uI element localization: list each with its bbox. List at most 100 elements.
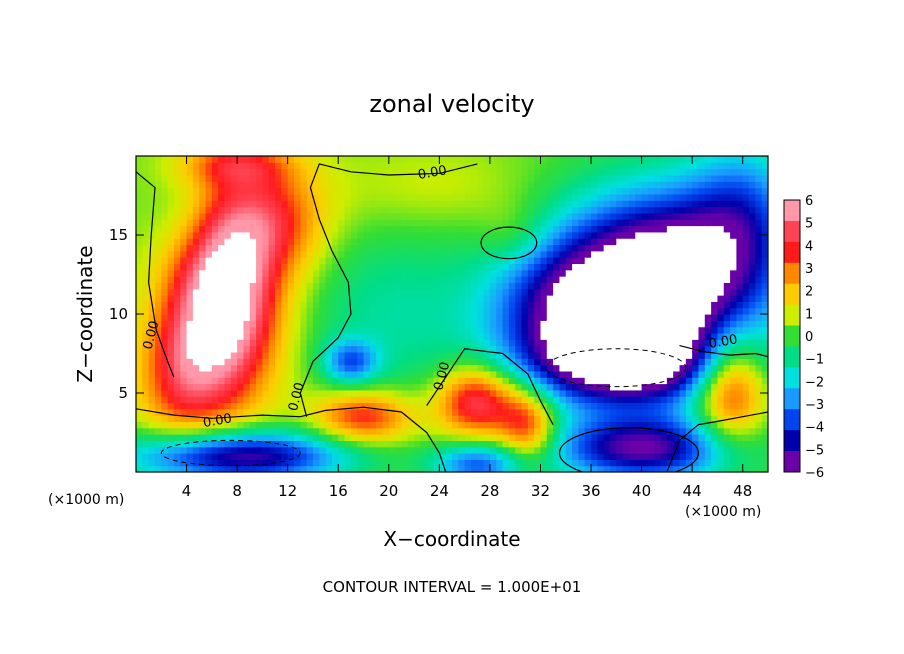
heatmap-cell	[382, 358, 390, 366]
heatmap-cell	[300, 206, 308, 214]
heatmap-cell	[666, 168, 674, 176]
heatmap-cell	[211, 307, 219, 315]
heatmap-cell	[553, 250, 561, 258]
heatmap-cell	[502, 257, 510, 265]
heatmap-cell	[527, 181, 535, 189]
heatmap-cell	[388, 453, 396, 460]
heatmap-cell	[325, 231, 333, 239]
heatmap-cell	[420, 219, 428, 227]
heatmap-cell	[723, 421, 731, 429]
heatmap-cell	[736, 219, 744, 227]
heatmap-cell	[338, 402, 346, 410]
heatmap-cell	[420, 156, 428, 163]
heatmap-cell	[698, 212, 706, 220]
heatmap-cell	[534, 332, 542, 340]
heatmap-cell	[717, 206, 725, 214]
heatmap-cell	[148, 320, 156, 328]
heatmap-cell	[173, 421, 181, 429]
heatmap-cell	[489, 434, 497, 441]
heatmap-cell	[218, 434, 226, 441]
heatmap-cell	[477, 200, 485, 208]
heatmap-cell	[433, 383, 440, 391]
heatmap-cell	[445, 421, 453, 429]
heatmap-cell	[173, 200, 181, 208]
heatmap-cell	[306, 421, 314, 429]
heatmap-cell	[540, 225, 548, 233]
heatmap-cell	[591, 219, 598, 227]
heatmap-cell	[521, 326, 529, 334]
heatmap-cell	[192, 162, 200, 170]
heatmap-cell	[363, 276, 371, 283]
heatmap-cell	[578, 250, 586, 258]
heatmap-cell	[711, 377, 719, 385]
heatmap-cell	[685, 269, 693, 277]
heatmap-cell	[723, 459, 731, 467]
heatmap-cell	[477, 206, 485, 214]
heatmap-cell	[477, 269, 485, 277]
heatmap-cell	[565, 307, 573, 315]
heatmap-cell	[470, 263, 478, 271]
heatmap-cell	[647, 320, 655, 328]
heatmap-cell	[692, 301, 700, 309]
heatmap-cell	[515, 453, 523, 460]
heatmap-cell	[256, 263, 263, 271]
heatmap-cell	[521, 434, 529, 441]
heatmap-cell	[230, 174, 238, 182]
heatmap-cell	[420, 238, 428, 246]
heatmap-cell	[312, 358, 320, 366]
heatmap-cell	[211, 168, 219, 176]
heatmap-cell	[382, 174, 390, 182]
heatmap-cell	[224, 225, 232, 233]
heatmap-cell	[534, 402, 542, 410]
heatmap-cell	[199, 326, 207, 334]
heatmap-cell	[742, 459, 750, 467]
heatmap-cell	[464, 225, 472, 233]
heatmap-cell	[452, 168, 459, 176]
heatmap-cell	[136, 427, 143, 435]
heatmap-cell	[312, 301, 320, 309]
heatmap-cell	[287, 225, 295, 233]
heatmap-cell	[331, 332, 339, 340]
heatmap-cell	[167, 402, 175, 410]
heatmap-cell	[154, 326, 162, 334]
heatmap-cell	[192, 415, 200, 423]
heatmap-cell	[186, 238, 194, 246]
heatmap-cell	[306, 370, 314, 378]
heatmap-cell	[717, 200, 725, 208]
heatmap-cell	[161, 351, 169, 359]
heatmap-cell	[312, 187, 320, 195]
heatmap-cell	[426, 263, 434, 271]
heatmap-cell	[439, 320, 447, 328]
heatmap-cell	[502, 314, 510, 321]
heatmap-cell	[388, 257, 396, 265]
heatmap-cell	[597, 339, 605, 347]
heatmap-cell	[173, 351, 181, 359]
heatmap-cell	[268, 307, 276, 315]
heatmap-cell	[205, 332, 213, 340]
heatmap-cell	[281, 168, 289, 176]
heatmap-cell	[224, 345, 232, 353]
heatmap-cell	[730, 421, 737, 429]
heatmap-cell	[521, 257, 529, 265]
heatmap-cell	[496, 282, 504, 290]
heatmap-cell	[224, 314, 232, 321]
heatmap-cell	[331, 427, 339, 435]
heatmap-cell	[249, 244, 257, 252]
heatmap-cell	[211, 358, 219, 366]
heatmap-cell	[597, 206, 605, 214]
heatmap-cell	[527, 402, 535, 410]
heatmap-cell	[679, 238, 687, 246]
heatmap-cell	[704, 238, 712, 246]
heatmap-cell	[464, 244, 472, 252]
heatmap-cell	[616, 332, 624, 340]
heatmap-cell	[237, 288, 245, 296]
heatmap-cell	[578, 383, 586, 391]
heatmap-cell	[369, 295, 377, 302]
heatmap-cell	[534, 307, 542, 315]
heatmap-cell	[698, 332, 706, 340]
heatmap-cell	[256, 358, 263, 366]
heatmap-cell	[641, 408, 649, 416]
heatmap-cell	[407, 415, 415, 423]
heatmap-cell	[458, 446, 466, 454]
heatmap-cell	[515, 212, 523, 220]
